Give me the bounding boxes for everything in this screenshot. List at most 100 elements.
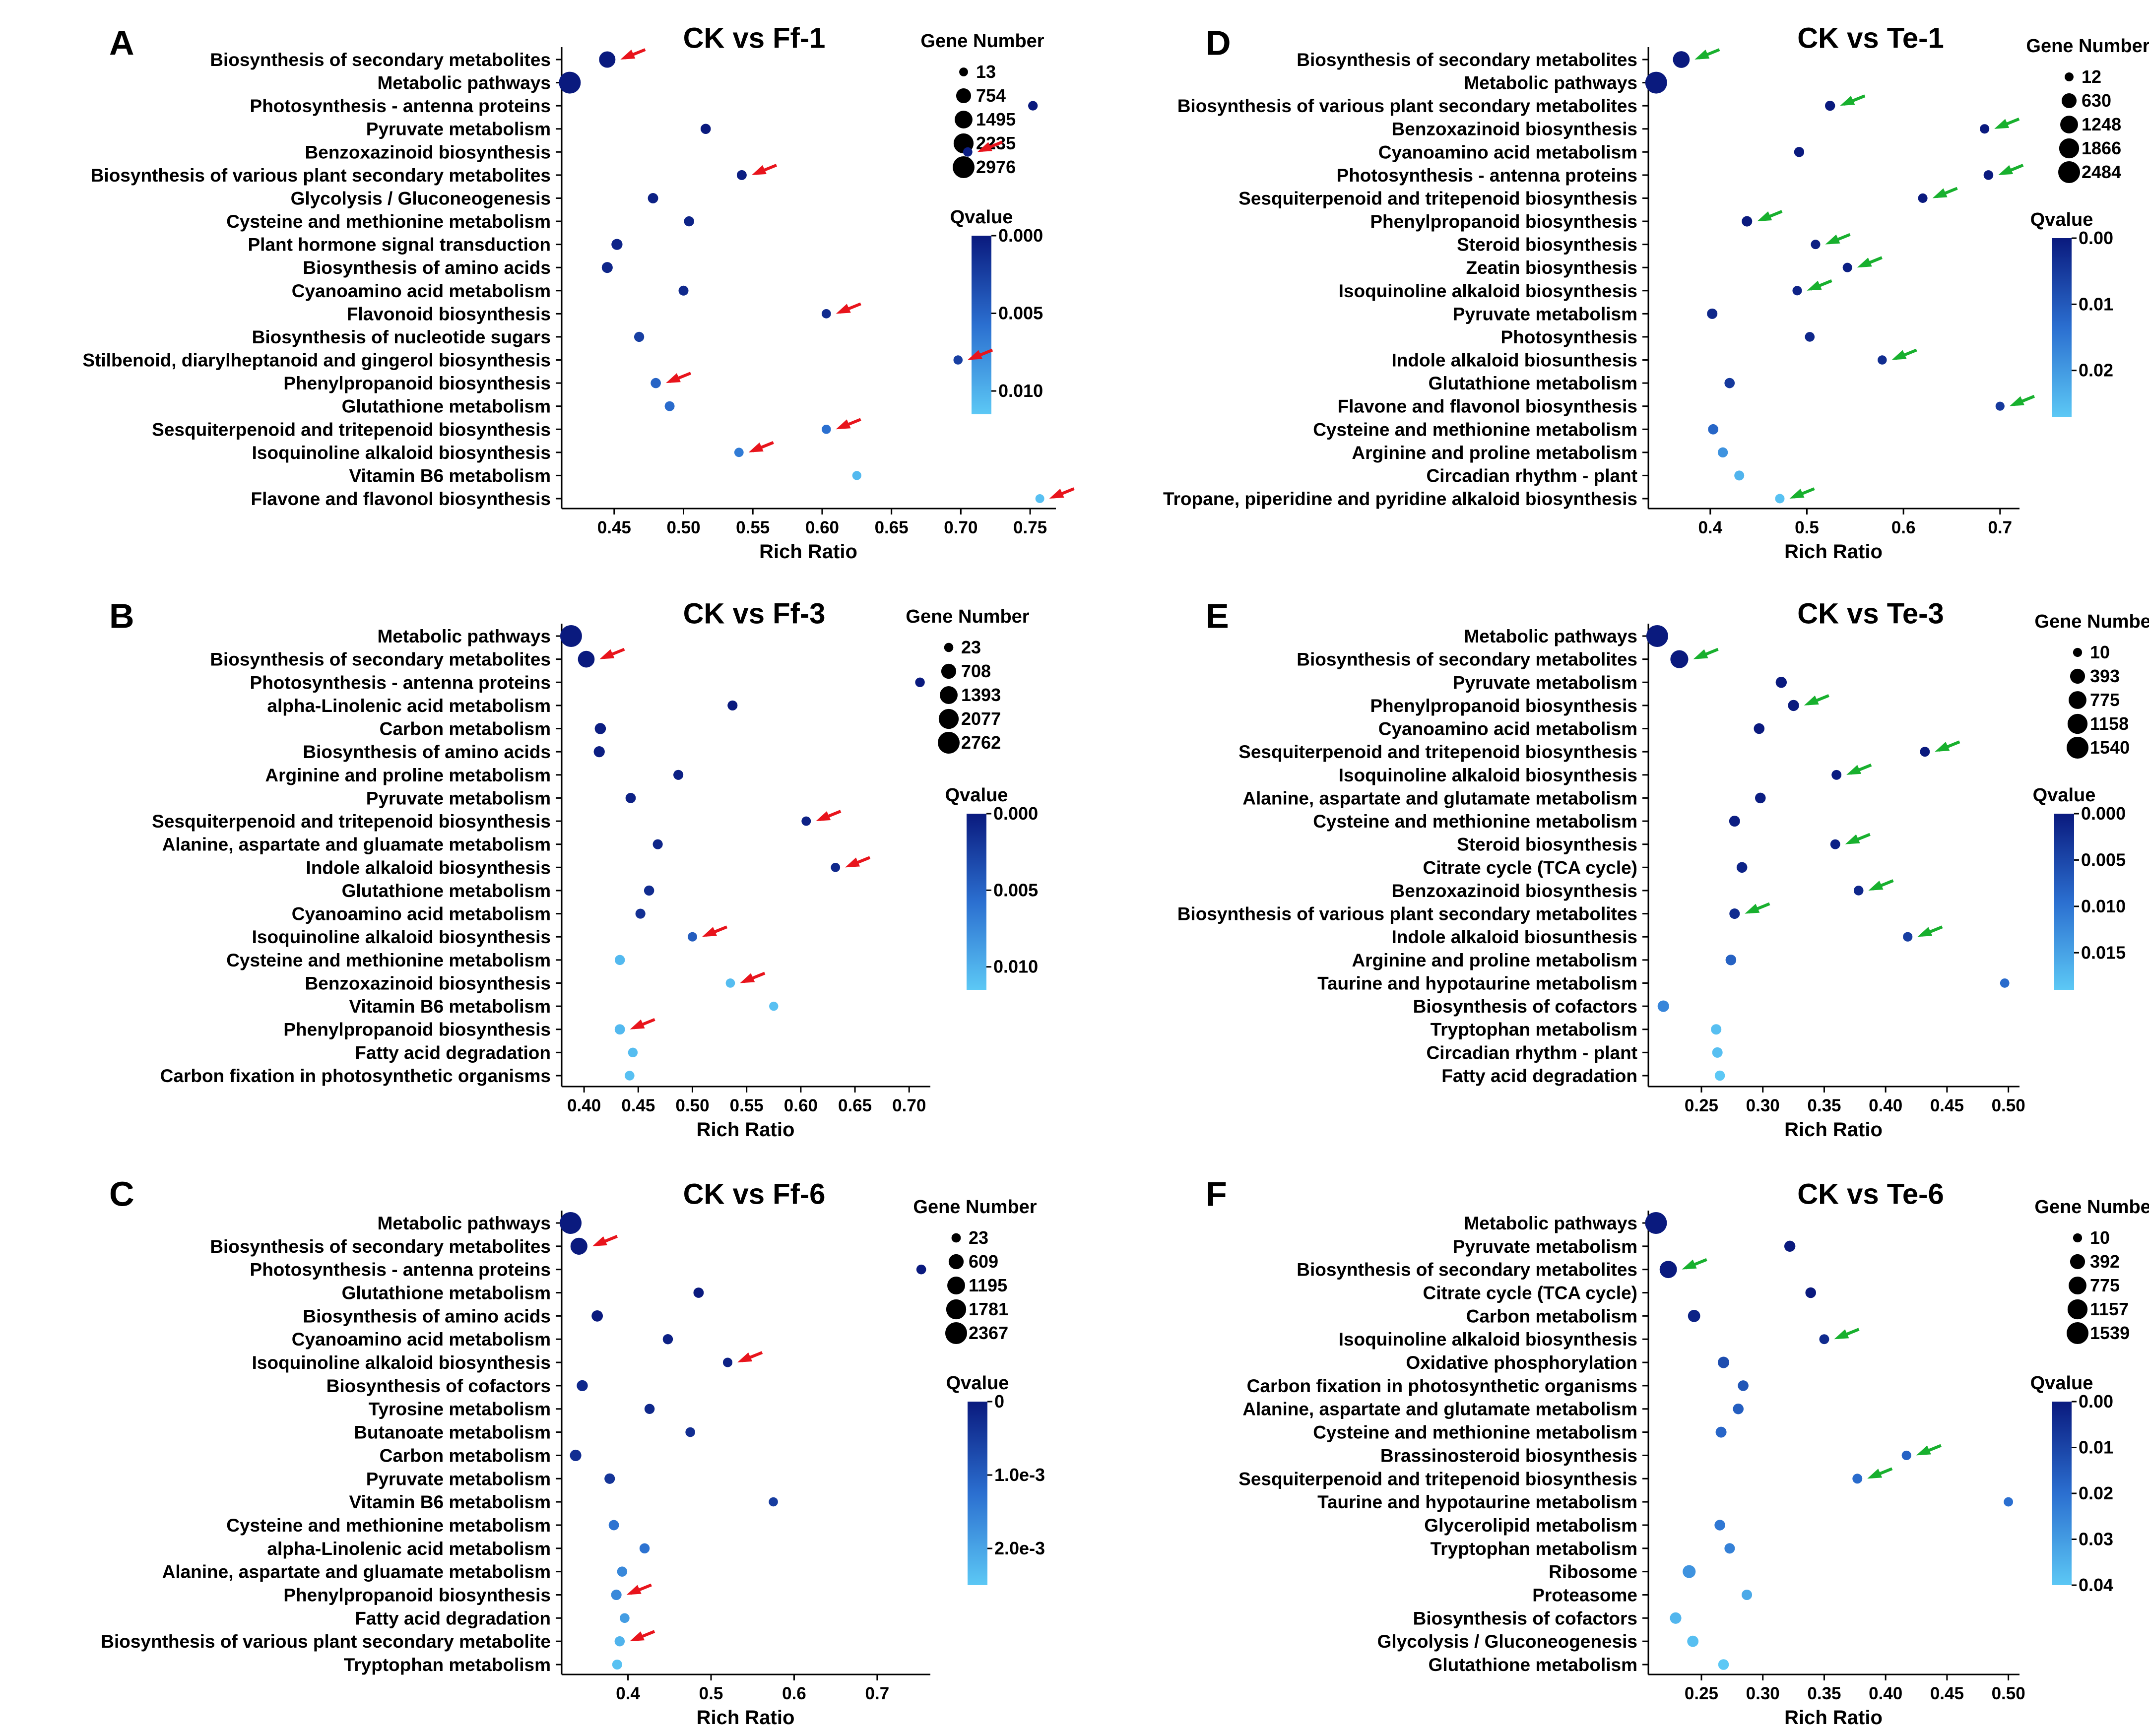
size-legend-label: 708 [961, 661, 991, 681]
size-legend-label: 609 [969, 1251, 998, 1272]
pathway-label: Citrate cycle (TCA cycle) [1423, 857, 1637, 878]
color-legend-bar [2052, 1402, 2072, 1585]
data-point [1755, 792, 1766, 804]
panel-title: CK vs Ff-1 [683, 22, 826, 55]
data-point [593, 746, 605, 758]
pathway-label: Biosynthesis of secondary metabolites [210, 649, 551, 670]
pathway-label: Sesquiterpenoid and tritepenoid biosynth… [1238, 1469, 1637, 1489]
x-tick-label: 0.50 [1992, 1096, 2025, 1115]
size-legend-label: 1157 [2090, 1299, 2129, 1319]
pathway-label: Sesquiterpenoid and tritepenoid biosynth… [1238, 742, 1637, 762]
pathway-label: Phenylpropanoid biosynthesis [1370, 211, 1637, 232]
panel-letter: E [1206, 596, 1229, 635]
data-point [1901, 1450, 1911, 1461]
x-axis-label: Rich Ratio [1784, 1119, 1883, 1141]
size-legend-label: 13 [976, 62, 996, 82]
pathway-label: Zeatin biosynthesis [1466, 257, 1637, 278]
pathway-label: Ribosome [1549, 1562, 1637, 1582]
highlight-arrow-head [737, 1352, 753, 1363]
pathway-label: Carbon metabolism [1466, 1306, 1637, 1326]
pathway-label: Biosynthesis of cofactors [1413, 1608, 1637, 1628]
data-point [725, 978, 735, 988]
pathway-label: Benzoxazinoid biosynthesis [305, 973, 551, 993]
pathway-label: Citrate cycle (TCA cycle) [1423, 1283, 1637, 1303]
pathway-label: Glycolysis / Gluconeogenesis [291, 188, 551, 208]
data-point [1831, 770, 1842, 780]
highlight-arrow-head [1757, 211, 1772, 222]
data-point [1878, 355, 1887, 365]
highlight-arrow-head [626, 1585, 642, 1595]
pathway-label: Photosynthesis - antenna proteins [1337, 165, 1637, 186]
pathway-label: alpha-Linolenic acid metabolism [267, 696, 551, 716]
pathway-label: Metabolic pathways [377, 73, 551, 93]
x-axis-label: Rich Ratio [759, 541, 857, 563]
data-point [1980, 124, 1990, 134]
pathway-label: Cyanoamino acid metabolism [1378, 719, 1637, 739]
x-tick-label: 0.45 [597, 518, 631, 537]
data-point [601, 262, 613, 273]
size-legend-dot [2070, 1254, 2085, 1270]
data-point [1794, 147, 1805, 157]
data-point [727, 700, 738, 710]
pathway-label: Fatty acid degradation [1441, 1066, 1637, 1086]
x-tick-label: 0.7 [865, 1684, 890, 1703]
color-legend-title: Qvalue [2030, 1373, 2093, 1394]
pathway-label: Cyanoamino acid metabolism [292, 1329, 551, 1350]
data-point [1717, 447, 1728, 458]
pathway-label: Flavone and flavonol biosynthesis [251, 489, 551, 509]
pathway-label: Isoquinoline alkaloid biosynthesis [252, 927, 551, 947]
x-tick-label: 0.65 [838, 1096, 872, 1115]
size-legend-dot [948, 1254, 964, 1270]
pathway-label: Cysteine and methionine metabolism [226, 1515, 551, 1536]
data-point [1811, 240, 1821, 250]
data-point [688, 932, 697, 942]
panel-letter: D [1206, 23, 1231, 62]
color-legend-bar [972, 236, 991, 414]
data-point [1712, 1047, 1723, 1058]
x-axis-label: Rich Ratio [1784, 1707, 1883, 1729]
data-point [2000, 978, 2010, 988]
pathway-label: Butanoate metabolism [354, 1422, 551, 1443]
color-legend-label: 0.015 [2081, 942, 2126, 963]
data-point [664, 401, 675, 411]
size-legend-label: 1195 [969, 1275, 1007, 1295]
pathway-label: Alanine, aspartate and glutamate metabol… [1242, 788, 1637, 808]
color-legend-title: Qvalue [945, 785, 1008, 806]
color-legend-label: 0.04 [2079, 1575, 2113, 1595]
panel-f: F CK vs Te-6 0.25 0.30 0.35 0.40 0.45 0.50 Rich … [1206, 1174, 2149, 1729]
data-point [673, 770, 684, 780]
size-legend-title: Gene Number [2026, 36, 2149, 57]
data-point [678, 285, 689, 296]
highlight-arrow-head [1807, 280, 1822, 291]
data-point [1788, 700, 1799, 711]
size-legend-label: 775 [2090, 1275, 2120, 1295]
size-legend-label: 2077 [961, 708, 1001, 729]
data-point [769, 1001, 779, 1011]
highlight-arrow-head [1846, 765, 1862, 775]
color-legend-label: 0.005 [998, 303, 1043, 323]
highlight-arrow-head [1857, 257, 1872, 268]
highlight-arrow-head [1998, 165, 2014, 175]
data-point [1688, 1309, 1700, 1322]
size-legend-label: 393 [2090, 666, 2120, 686]
pathway-label: Pyruvate metabolism [366, 119, 551, 139]
data-point [1670, 650, 1689, 668]
highlight-arrow-head [816, 811, 831, 822]
size-legend-label: 1540 [2090, 737, 2130, 758]
data-point [700, 124, 711, 134]
size-legend-dot [2058, 161, 2080, 183]
pathway-label: Biosynthesis of amino acids [303, 257, 551, 278]
data-point [611, 239, 623, 250]
pathway-label: Tryptophan metabolism [1431, 1539, 1637, 1559]
data-point [1028, 101, 1038, 111]
pathway-label: Fatty acid degradation [355, 1608, 551, 1628]
data-point [648, 193, 658, 203]
data-point [1657, 1000, 1669, 1012]
data-point [1729, 908, 1740, 919]
size-legend-label: 2762 [961, 732, 1001, 753]
data-point [644, 885, 654, 896]
pathway-label: Pyruvate metabolism [366, 788, 551, 808]
data-point [1805, 332, 1815, 342]
highlight-arrow-head [1935, 742, 1950, 752]
